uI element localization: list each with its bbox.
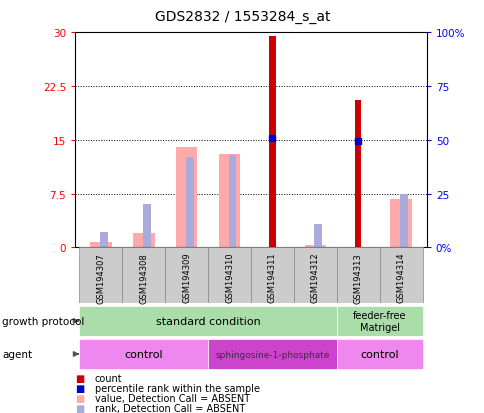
Text: count: count (94, 373, 122, 383)
Bar (122, 248, 165, 304)
Bar (336, 339, 422, 369)
Text: rank, Detection Call = ABSENT: rank, Detection Call = ABSENT (94, 403, 244, 413)
Text: GSM194313: GSM194313 (353, 252, 362, 303)
Bar (100, 233, 107, 248)
Text: GDS2832 / 1553284_s_at: GDS2832 / 1553284_s_at (154, 10, 330, 24)
Text: ■: ■ (75, 373, 84, 383)
Bar (79, 306, 336, 336)
Bar (79, 339, 208, 369)
Text: control: control (124, 349, 163, 359)
Bar (228, 155, 236, 248)
Bar (218, 155, 240, 248)
Bar (354, 101, 361, 248)
Text: standard condition: standard condition (155, 316, 260, 326)
Text: percentile rank within the sample: percentile rank within the sample (94, 383, 259, 393)
Text: growth protocol: growth protocol (2, 316, 85, 326)
Bar (269, 37, 275, 248)
Text: GSM194308: GSM194308 (139, 252, 148, 303)
Text: GSM194307: GSM194307 (96, 252, 105, 303)
Bar (336, 306, 422, 336)
Bar (185, 158, 193, 248)
Bar (79, 248, 122, 304)
Bar (143, 205, 151, 248)
Text: ■: ■ (75, 403, 84, 413)
Bar (336, 248, 379, 304)
Text: control: control (360, 349, 398, 359)
Bar (165, 248, 208, 304)
Text: GSM194309: GSM194309 (182, 252, 191, 303)
Text: sphingosine-1-phosphate: sphingosine-1-phosphate (215, 350, 329, 358)
Bar (176, 147, 197, 248)
Bar (251, 248, 293, 304)
Text: value, Detection Call = ABSENT: value, Detection Call = ABSENT (94, 393, 249, 403)
Text: ■: ■ (75, 383, 84, 393)
Text: GSM194312: GSM194312 (310, 252, 319, 303)
Bar (314, 224, 321, 248)
Bar (304, 246, 325, 248)
Text: GSM194314: GSM194314 (396, 252, 405, 303)
Bar (379, 248, 422, 304)
Text: ■: ■ (75, 393, 84, 403)
Text: GSM194310: GSM194310 (225, 252, 234, 303)
Bar (399, 194, 407, 248)
Bar (90, 242, 111, 248)
Bar (390, 199, 411, 248)
Text: feeder-free
Matrigel: feeder-free Matrigel (352, 310, 406, 332)
Bar (293, 248, 336, 304)
Bar (133, 233, 154, 248)
Bar (208, 339, 336, 369)
Text: GSM194311: GSM194311 (267, 252, 276, 303)
Bar (208, 248, 251, 304)
Text: agent: agent (2, 349, 32, 359)
